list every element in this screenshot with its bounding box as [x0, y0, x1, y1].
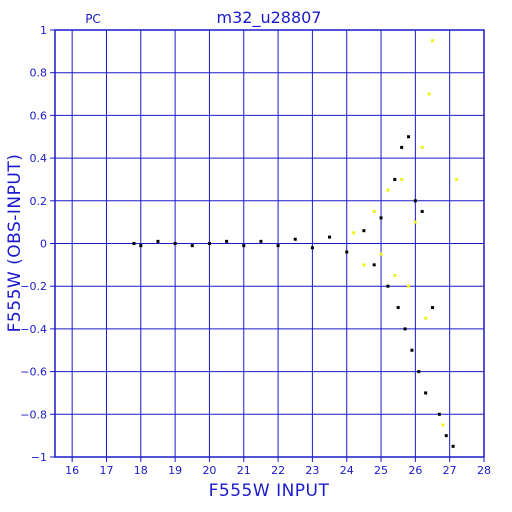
data-point — [276, 244, 280, 248]
data-point — [417, 370, 421, 374]
data-point-yellow — [352, 231, 356, 235]
data-point-yellow — [455, 177, 459, 181]
x-axis-title: F555W INPUT — [209, 481, 330, 501]
chart-title: m32_u28807 — [217, 8, 322, 28]
data-point — [400, 145, 404, 149]
y-tick-label: 0 — [40, 238, 47, 251]
y-tick-label: −0.8 — [20, 408, 47, 421]
data-point — [431, 306, 435, 310]
data-point — [225, 239, 229, 243]
data-point-yellow — [413, 220, 417, 224]
data-point — [420, 209, 424, 213]
y-tick-label: −0.6 — [20, 366, 47, 379]
data-point — [139, 244, 143, 248]
data-point — [132, 242, 136, 245]
data-point — [156, 239, 160, 243]
data-point — [328, 235, 332, 239]
data-point — [259, 239, 263, 243]
x-tick-label: 16 — [65, 464, 79, 477]
x-tick-label: 21 — [237, 464, 251, 477]
data-point — [403, 327, 407, 331]
ticks — [50, 29, 485, 462]
data-point-yellow — [362, 263, 366, 267]
y-tick-label: −0.2 — [20, 280, 47, 293]
corner-label: PC — [85, 12, 101, 26]
x-tick-label: 18 — [134, 464, 148, 477]
x-tick-label: 20 — [202, 464, 216, 477]
data-point — [372, 263, 376, 267]
x-tick-label: 17 — [99, 464, 113, 477]
data-point-yellow — [372, 209, 376, 213]
data-point — [437, 412, 441, 416]
data-point-yellow — [420, 145, 424, 149]
y-axis-title: F555W (OBS-INPUT) — [5, 154, 25, 333]
x-tick-label: 22 — [271, 464, 285, 477]
tick-labels: 16 17 18 19 20 21 22 23 24 25 26 27 28 −1 −0.8 −0.6 −0.4… — [20, 24, 491, 477]
data-point — [451, 444, 455, 448]
data-point — [345, 250, 349, 254]
y-tick-label: 0.4 — [30, 152, 48, 165]
y-tick-label: 0.2 — [30, 195, 48, 208]
x-tick-label: 27 — [443, 464, 457, 477]
data-point-yellow — [393, 274, 397, 278]
data-point — [393, 177, 397, 181]
data-point-yellow — [406, 284, 410, 288]
data-point-yellow — [424, 316, 428, 320]
data-point — [379, 216, 383, 220]
data-point — [207, 242, 211, 245]
data-point — [396, 306, 400, 310]
y-tick-label: −0.4 — [20, 323, 47, 336]
data-point — [424, 391, 428, 395]
y-tick-label: 1 — [40, 24, 47, 37]
x-tick-label: 26 — [408, 464, 422, 477]
x-tick-label: 25 — [374, 464, 388, 477]
data-point-yellow — [386, 188, 390, 192]
x-tick-label: 19 — [168, 464, 182, 477]
data-point-yellow — [441, 423, 445, 427]
data-point — [410, 348, 414, 352]
y-tick-label: 0.6 — [30, 109, 48, 122]
data-point — [362, 229, 366, 233]
y-tick-label: 0.8 — [30, 67, 48, 80]
x-tick-label: 24 — [340, 464, 354, 477]
data-point-yellow — [431, 39, 435, 43]
data-point — [310, 246, 314, 250]
data-point — [413, 199, 417, 203]
data-point — [293, 237, 297, 241]
data-point — [444, 434, 448, 438]
x-tick-label: 28 — [477, 464, 491, 477]
data-point — [406, 135, 410, 139]
data-point — [386, 284, 390, 288]
grid — [55, 30, 484, 457]
data-point-yellow — [427, 92, 431, 96]
x-tick-label: 23 — [305, 464, 319, 477]
data-point — [242, 244, 246, 248]
data-point — [173, 242, 177, 245]
y-tick-label: −1 — [31, 451, 47, 464]
data-point-yellow — [400, 177, 404, 181]
data-point — [190, 244, 194, 248]
data-points — [132, 39, 459, 448]
data-point-yellow — [379, 252, 383, 256]
